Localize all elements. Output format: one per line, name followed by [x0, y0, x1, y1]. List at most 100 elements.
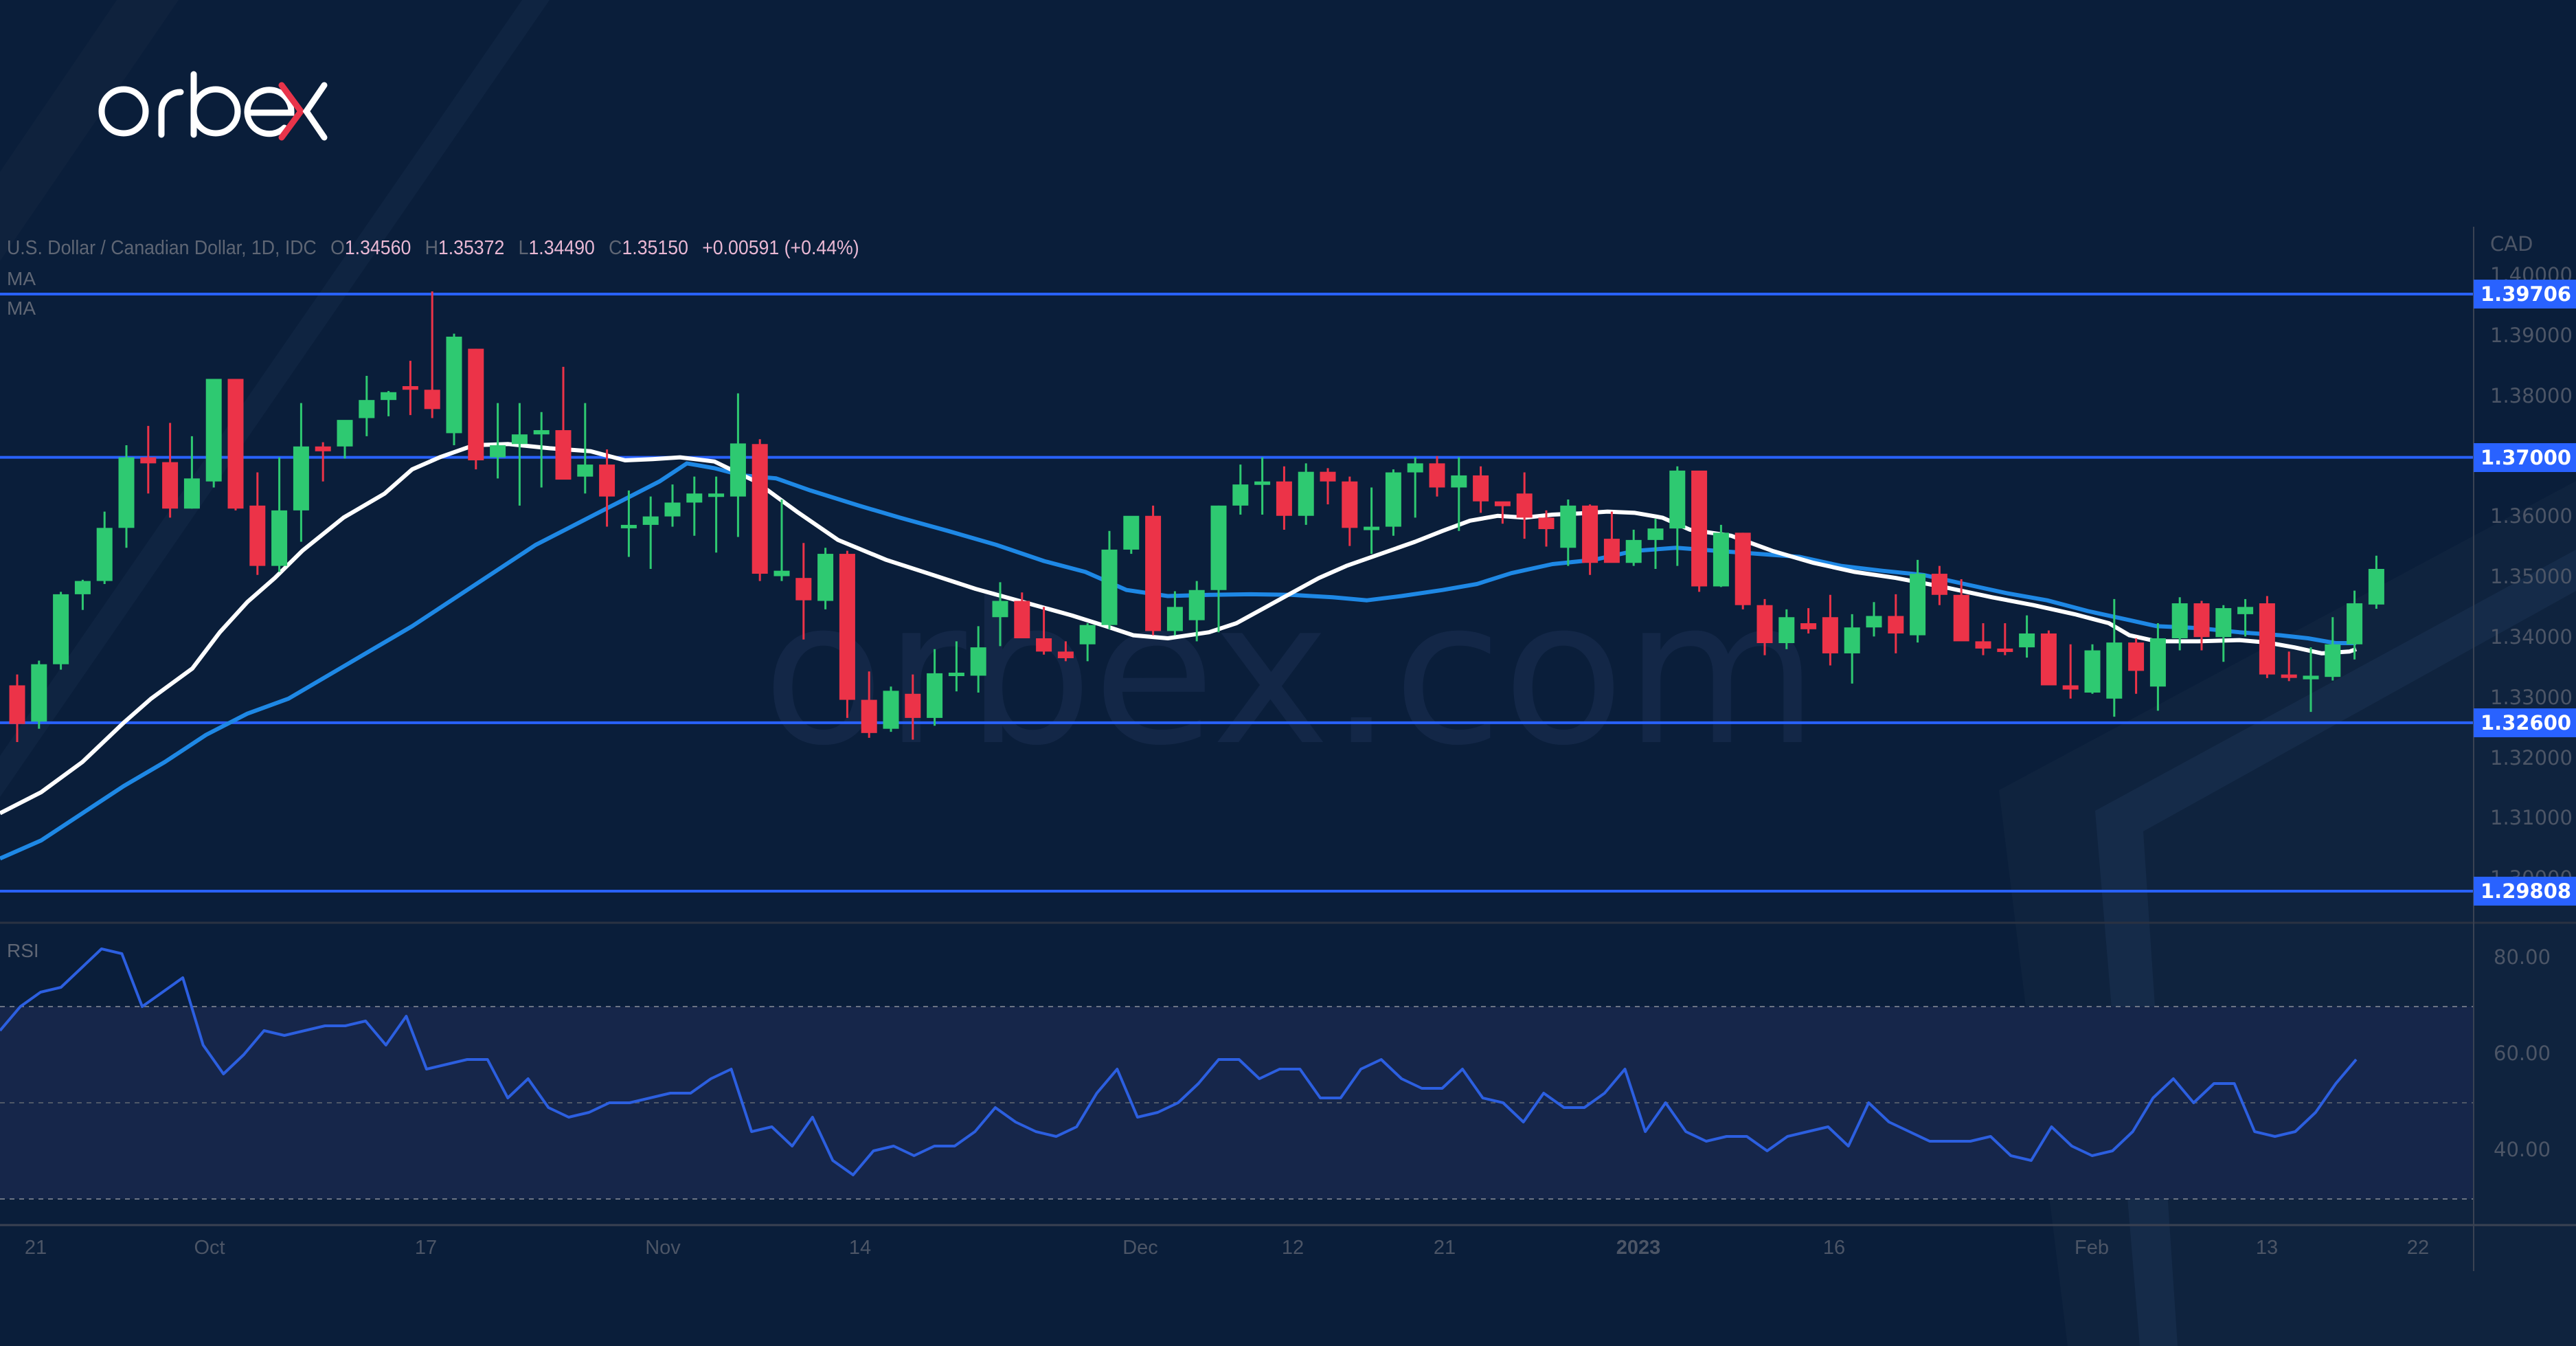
candle: [31, 664, 47, 722]
candle: [817, 554, 834, 601]
candle: [773, 570, 790, 576]
close-value: 1.35150: [622, 237, 688, 259]
rsi-label[interactable]: RSI: [7, 940, 39, 961]
ma-fast-label[interactable]: MA: [7, 268, 36, 289]
candle: [1975, 641, 1991, 649]
symbol-legend[interactable]: U.S. Dollar / Canadian Dollar, 1D, IDC O…: [7, 237, 859, 260]
candle: [1910, 574, 1926, 636]
candle: [1494, 501, 1511, 506]
candle: [1210, 505, 1227, 590]
candle: [1385, 472, 1401, 527]
candle: [227, 379, 244, 509]
candle: [1429, 463, 1445, 488]
candle: [1145, 515, 1162, 631]
ma-slow-line: [0, 461, 2356, 861]
candle: [1647, 528, 1664, 540]
candle: [533, 430, 550, 435]
candle: [2062, 685, 2079, 690]
candle: [1866, 616, 1882, 628]
candle: [905, 693, 921, 718]
candle: [1538, 517, 1555, 530]
price-tick: 1.35000: [2490, 565, 2573, 589]
candle: [1844, 627, 1860, 653]
candle: [118, 457, 135, 528]
candlestick-series: [9, 291, 2384, 743]
high-key: H: [425, 237, 438, 259]
candle: [1778, 617, 1795, 644]
candle: [927, 673, 943, 718]
candle: [9, 685, 25, 724]
time-tick: Oct: [194, 1237, 225, 1259]
low-value: 1.34490: [528, 237, 595, 259]
level-price-tag[interactable]: 1.37000: [2474, 442, 2576, 472]
price-tick: 1.32000: [2490, 745, 2573, 770]
candle: [337, 420, 353, 447]
candle: [1691, 470, 1708, 587]
candle: [2347, 603, 2363, 644]
candle: [1997, 648, 2013, 652]
candle: [2128, 642, 2145, 671]
candle: [53, 594, 69, 664]
candle: [468, 348, 484, 460]
candle: [730, 443, 746, 497]
candle: [381, 392, 397, 401]
price-tick: 1.39000: [2490, 323, 2573, 347]
candle: [1101, 549, 1118, 625]
candle: [883, 691, 899, 729]
candle: [1342, 481, 1358, 528]
candle: [992, 601, 1008, 618]
close-key: C: [609, 237, 622, 259]
candle: [402, 385, 418, 390]
candle: [1057, 651, 1074, 658]
candle: [2215, 608, 2232, 638]
level-price-tag[interactable]: 1.39706: [2474, 280, 2576, 309]
candle: [2019, 633, 2035, 648]
candle: [2106, 642, 2123, 699]
price-tick: 1.34000: [2490, 625, 2573, 649]
candle: [839, 554, 855, 700]
time-tick: Dec: [1122, 1237, 1158, 1259]
candle: [1254, 481, 1271, 485]
candle: [1232, 484, 1249, 506]
horizontal-levels[interactable]: [0, 293, 2473, 893]
candle: [752, 444, 768, 574]
time-tick: 22: [2406, 1237, 2430, 1259]
level-price-tag[interactable]: 1.29808: [2474, 877, 2576, 906]
candle: [1953, 594, 1969, 642]
ma-fast-line: [0, 442, 2357, 816]
candle: [1407, 463, 1423, 473]
candle: [620, 524, 637, 528]
candle: [1582, 505, 1598, 563]
candle: [1014, 601, 1030, 638]
candle: [2303, 675, 2319, 680]
candle: [359, 400, 375, 418]
candle: [1560, 505, 1577, 548]
rsi-band: [0, 1007, 2473, 1199]
candle: [795, 578, 812, 601]
time-tick: 21: [1433, 1237, 1456, 1259]
candle: [1320, 471, 1336, 482]
candle: [1931, 574, 1947, 595]
candle: [1603, 539, 1620, 563]
candle: [1800, 623, 1817, 629]
candle: [1166, 607, 1183, 631]
ma-slow-label[interactable]: MA: [7, 298, 36, 319]
price-tick: 1.33000: [2490, 685, 2573, 709]
candle: [1735, 532, 1751, 605]
candle: [1888, 616, 1904, 633]
rsi-tick: 60.00: [2494, 1042, 2551, 1065]
candle: [2193, 603, 2210, 638]
currency-label: CAD: [2490, 232, 2533, 256]
time-tick: 16: [1822, 1237, 1846, 1259]
candle: [2368, 569, 2384, 605]
level-price-tag[interactable]: 1.32600: [2474, 708, 2576, 737]
candle: [446, 336, 462, 434]
open-value: 1.34560: [344, 237, 411, 259]
open-key: O: [330, 237, 345, 259]
candle: [183, 478, 200, 509]
time-tick: 13: [2255, 1237, 2279, 1259]
candle: [1625, 539, 1642, 563]
candle: [162, 462, 179, 509]
candle: [1473, 475, 1489, 502]
